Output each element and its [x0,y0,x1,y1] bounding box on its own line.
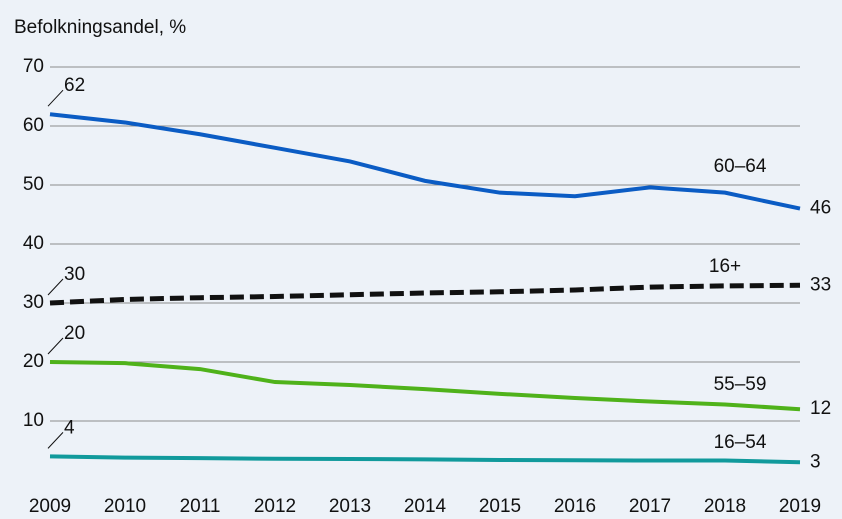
line-series [49,282,801,306]
x-tick-label: 2009 [29,496,71,517]
y-tick-label: 50 [23,174,44,195]
series-label: 16+ [709,256,741,277]
y-tick-label: 10 [23,410,44,431]
line-series [49,360,801,412]
leader-line [47,337,64,355]
y-tick-label: 40 [23,233,44,254]
x-tick-label: 2019 [779,496,821,517]
x-tick-label: 2010 [104,496,146,517]
leader-line [47,89,64,107]
end-label: 46 [810,198,831,219]
x-tick-label: 2015 [479,496,521,517]
leader-line [47,278,64,296]
x-tick-label: 2012 [254,496,296,517]
x-tick-label: 2016 [554,496,596,517]
x-tick-label: 2013 [329,496,371,517]
start-label: 30 [64,264,85,285]
leader-line [47,432,64,449]
start-label: 20 [64,323,85,344]
series-label: 16–54 [714,432,767,453]
y-tick-label: 30 [23,292,44,313]
line-series [49,454,801,465]
y-tick-label: 70 [23,56,44,77]
start-label: 62 [64,75,85,96]
axis-title: Befolkningsandel, % [14,17,186,38]
series-label: 60–64 [714,156,767,177]
end-label: 3 [810,451,821,472]
end-label: 33 [810,274,831,295]
end-label: 12 [810,398,831,419]
y-tick-label: 20 [23,351,44,372]
line-series [49,112,801,211]
x-tick-label: 2014 [404,496,447,517]
x-tick-label: 2017 [629,496,671,517]
series-label: 55–59 [714,374,767,395]
x-tick-label: 2011 [180,496,221,517]
x-tick-label: 2018 [704,496,746,517]
start-label: 4 [64,417,75,438]
y-tick-label: 60 [23,115,44,136]
